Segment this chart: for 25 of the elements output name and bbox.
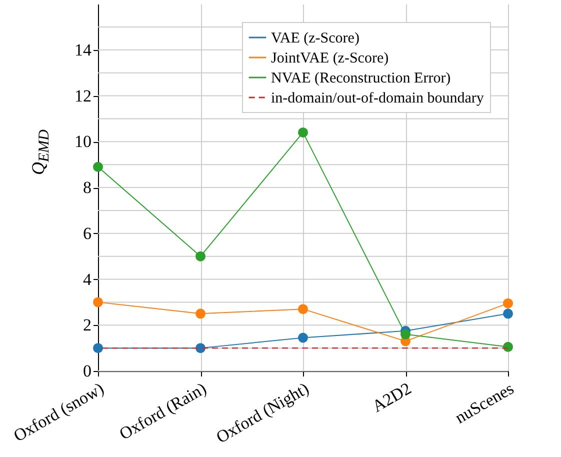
legend-label: in-domain/out-of-domain boundary	[271, 90, 484, 106]
legend-label: NVAE (Reconstruction Error)	[271, 70, 451, 86]
point	[298, 332, 308, 343]
point	[298, 304, 308, 314]
y-tick-label: 8	[83, 178, 92, 197]
point	[503, 308, 513, 319]
legend-label: VAE (z-Score)	[271, 30, 360, 46]
point	[196, 308, 206, 319]
point	[196, 343, 206, 354]
legend-label: JointVAE (z-Score)	[271, 50, 389, 66]
point	[298, 127, 308, 138]
point	[93, 343, 103, 354]
y-tick-label: 12	[74, 86, 92, 106]
y-tick-label: 4	[83, 270, 92, 289]
point	[93, 297, 103, 308]
point	[503, 298, 513, 308]
point	[503, 342, 513, 352]
y-tick-label: 10	[74, 132, 92, 152]
point	[196, 251, 206, 262]
point	[93, 162, 103, 172]
y-tick-label: 0	[83, 362, 92, 380]
y-tick-label: 2	[83, 316, 92, 335]
point	[400, 329, 410, 340]
y-tick-label: 6	[83, 224, 92, 243]
y-tick-label: 14	[74, 40, 92, 60]
